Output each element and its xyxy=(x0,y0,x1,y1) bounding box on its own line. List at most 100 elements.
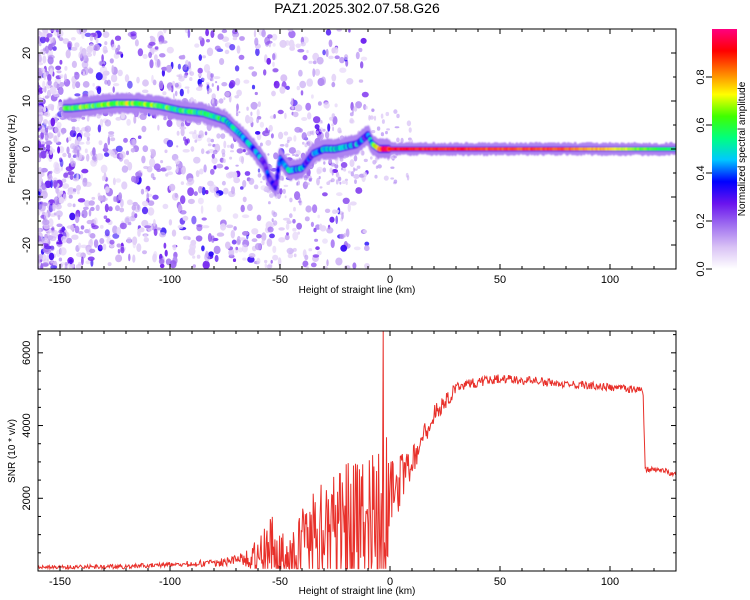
noise-speckle xyxy=(70,224,74,231)
noise-speckle xyxy=(198,168,204,175)
noise-speckle xyxy=(335,179,339,185)
noise-speckle xyxy=(38,43,42,47)
noise-speckle xyxy=(198,186,203,194)
noise-speckle xyxy=(284,234,290,241)
noise-speckle xyxy=(205,82,210,86)
noise-speckle xyxy=(164,249,168,257)
noise-speckle xyxy=(115,254,123,263)
noise-speckle xyxy=(110,137,116,142)
noise-speckle xyxy=(326,259,329,267)
noise-speckle xyxy=(278,237,286,243)
y-tick-label: -20 xyxy=(21,237,33,253)
noise-speckle xyxy=(306,78,314,87)
noise-speckle xyxy=(166,119,173,127)
noise-speckle xyxy=(82,81,90,88)
noise-speckle xyxy=(302,54,308,61)
noise-speckle xyxy=(110,74,118,83)
noise-speckle xyxy=(311,94,314,99)
noise-speckle xyxy=(304,254,309,261)
noise-speckle xyxy=(160,160,164,164)
ridge-core xyxy=(275,174,280,180)
noise-speckle xyxy=(100,224,104,229)
noise-speckle xyxy=(192,264,196,268)
noise-speckle xyxy=(221,180,226,186)
noise-speckle xyxy=(57,103,63,112)
noise-speckle xyxy=(238,111,241,114)
noise-speckle xyxy=(184,86,190,89)
noise-speckle xyxy=(358,79,364,83)
noise-speckle xyxy=(82,177,88,183)
noise-speckle xyxy=(216,232,225,237)
noise-speckle xyxy=(236,235,241,245)
noise-speckle xyxy=(83,206,89,210)
noise-speckle xyxy=(196,224,203,228)
noise-speckle xyxy=(148,41,156,46)
noise-speckle xyxy=(251,238,258,243)
noise-speckle xyxy=(364,263,370,269)
noise-speckle xyxy=(103,49,109,53)
noise-speckle xyxy=(88,228,91,237)
noise-speckle xyxy=(103,215,108,219)
noise-speckle xyxy=(339,181,342,185)
noise-speckle xyxy=(232,258,237,263)
noise-speckle xyxy=(39,152,43,159)
noise-speckle xyxy=(256,133,262,141)
noise-speckle xyxy=(190,239,197,246)
noise-speckle xyxy=(48,124,51,131)
noise-speckle xyxy=(92,82,95,87)
noise-speckle xyxy=(171,229,177,237)
noise-speckle xyxy=(187,88,190,94)
noise-speckle xyxy=(67,42,72,49)
noise-speckle xyxy=(286,220,292,225)
noise-speckle xyxy=(130,31,137,37)
noise-speckle xyxy=(111,65,115,74)
noise-speckle xyxy=(47,56,54,65)
noise-speckle xyxy=(316,177,320,186)
noise-speckle xyxy=(257,101,261,108)
noise-speckle xyxy=(75,212,80,217)
noise-speckle xyxy=(123,137,128,143)
noise-speckle xyxy=(302,141,305,145)
noise-speckle xyxy=(38,120,41,129)
noise-speckle xyxy=(111,43,117,51)
noise-speckle xyxy=(216,85,220,92)
noise-speckle xyxy=(187,187,195,197)
noise-speckle xyxy=(42,262,49,267)
noise-speckle xyxy=(38,53,41,57)
noise-speckle xyxy=(44,95,50,99)
noise-speckle xyxy=(150,173,155,179)
noise-speckle xyxy=(375,165,379,169)
noise-speckle xyxy=(300,41,306,47)
noise-speckle xyxy=(213,149,218,155)
noise-speckle xyxy=(308,60,313,64)
noise-speckle xyxy=(264,133,270,136)
noise-speckle xyxy=(349,112,354,117)
y-tick-label: 6000 xyxy=(21,341,33,365)
noise-speckle xyxy=(192,255,196,259)
noise-speckle xyxy=(293,135,297,142)
noise-speckle xyxy=(360,61,364,69)
noise-speckle xyxy=(362,229,368,234)
noise-speckle xyxy=(267,226,274,233)
noise-speckle xyxy=(240,204,245,213)
noise-speckle xyxy=(326,181,331,185)
noise-speckle xyxy=(266,190,272,194)
noise-speckle xyxy=(279,144,285,147)
noise-speckle xyxy=(319,127,324,133)
noise-speckle xyxy=(272,61,275,68)
noise-speckle xyxy=(134,204,141,213)
noise-speckle xyxy=(96,153,104,161)
noise-speckle xyxy=(85,52,93,58)
noise-speckle xyxy=(188,247,196,256)
noise-speckle xyxy=(374,157,378,164)
noise-speckle xyxy=(223,97,226,101)
noise-speckle xyxy=(370,156,373,160)
noise-speckle xyxy=(38,185,43,192)
noise-speckle xyxy=(205,29,209,37)
noise-speckle xyxy=(158,258,165,265)
noise-speckle xyxy=(44,180,52,189)
noise-speckle xyxy=(232,29,238,35)
noise-speckle xyxy=(104,119,112,127)
noise-speckle xyxy=(161,40,168,44)
noise-speckle xyxy=(69,259,73,265)
